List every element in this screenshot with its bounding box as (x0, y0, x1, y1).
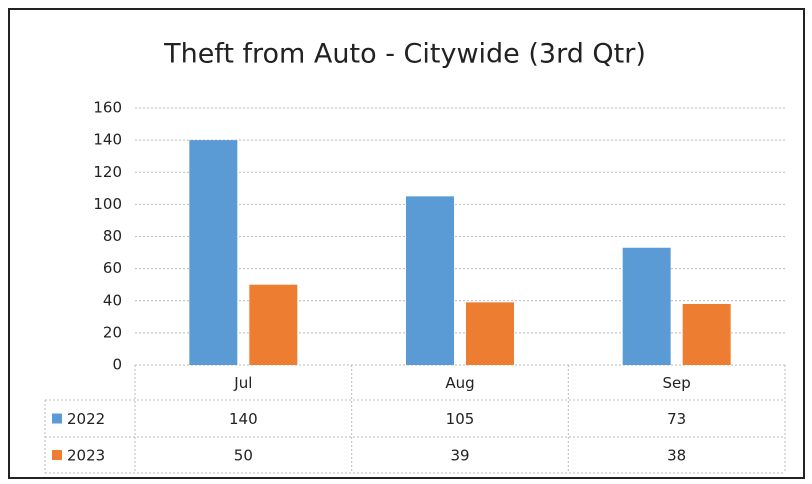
y-tick-label: 100 (93, 195, 122, 213)
table-value: 38 (667, 447, 686, 465)
legend-label: 2023 (67, 447, 105, 465)
table-value: 73 (667, 410, 686, 428)
legend-swatch (52, 413, 62, 424)
table-value: 39 (450, 447, 469, 465)
y-tick-label: 140 (93, 131, 122, 149)
chart-title: Theft from Auto - Citywide (3rd Qtr) (163, 39, 646, 70)
y-tick-label: 40 (103, 291, 122, 309)
y-tick-label: 60 (103, 259, 122, 277)
y-tick-label: 120 (93, 163, 122, 181)
y-tick-label: 160 (93, 99, 122, 117)
x-tick-label: Jul (233, 374, 252, 392)
table-value: 50 (234, 447, 253, 465)
bar (682, 303, 731, 365)
bar (406, 196, 454, 365)
y-tick-label: 20 (103, 323, 122, 341)
table-value: 140 (229, 410, 258, 428)
y-tick-label: 80 (103, 227, 122, 245)
x-tick-label: Aug (445, 374, 474, 392)
table-value: 105 (446, 410, 475, 428)
y-tick-label: 0 (112, 356, 122, 374)
x-tick-label: Sep (663, 374, 691, 392)
bar (189, 140, 238, 365)
legend-label: 2022 (67, 410, 105, 428)
bar (466, 302, 514, 365)
bar (622, 247, 671, 365)
legend-swatch (52, 450, 62, 460)
bar (249, 284, 298, 365)
